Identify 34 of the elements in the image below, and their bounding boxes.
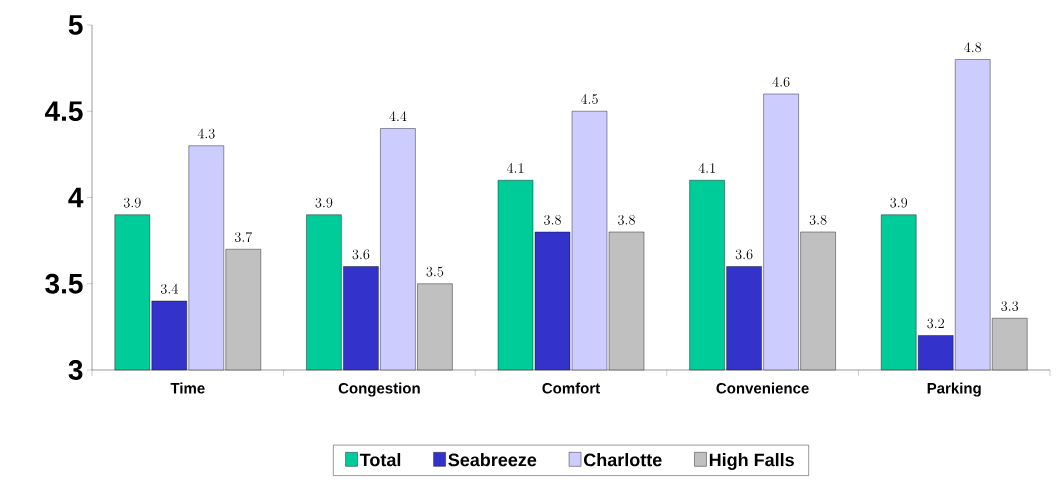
data-label: 4. 1 [698,162,715,173]
data-label: 3.2 [927,318,944,329]
data-label: 3.5 [426,266,444,277]
x-tick-label: Time [170,382,205,394]
data-label: 3.8 [544,214,561,225]
y-tick-label: 3.5 [45,273,83,294]
data-label: 4.4 [389,111,407,121]
data-label: 3.9 [890,197,908,208]
data-label: 3.6 [735,249,753,260]
data-label: 3.7 [234,231,253,243]
y-tick-label: 4.5 [44,101,83,122]
y-tick-label: 3 [68,360,83,380]
data-label: 4.3 [197,128,215,139]
data-label: 4.8 [964,42,982,53]
y-tick-label: 5 [68,15,83,35]
data-label: 3.3 [1001,301,1019,312]
data-label: 3.8 [618,214,635,225]
data-label: 3.9 [123,197,141,208]
x-tick-label: Comfort [542,382,600,394]
legend-label: Seabreeze [448,453,537,467]
legend-label: High Falls [709,453,794,470]
legend-label: Charlotte [583,453,662,467]
y-tick-label: 4 [68,187,84,208]
data-label: 3.8 [809,214,827,225]
legend-label: Total [359,453,401,467]
x-tick-label: Congestion [338,382,420,397]
x-tick-label: Convenience [716,382,809,394]
data-label: 4. 1 [506,162,524,173]
data-label: 4.6 [772,76,790,87]
data-label: 3.4 [160,283,178,294]
data-label: 4.5 [580,93,598,105]
x-tick-label: Parking [927,382,981,397]
data-label: 3.6 [352,249,370,260]
data-label: 3.9 [315,197,333,208]
